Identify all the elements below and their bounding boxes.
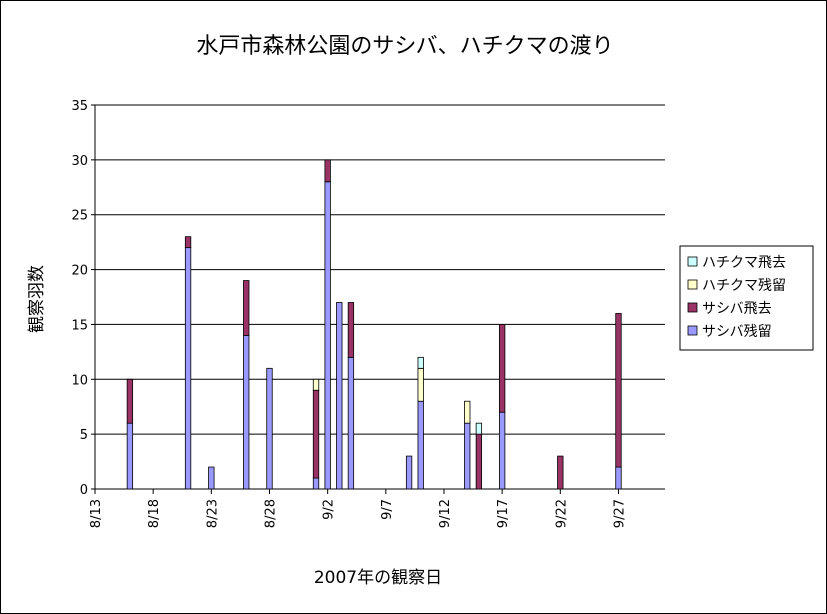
bar-segment [243, 280, 250, 336]
bar-segment [347, 302, 355, 358]
x-tick-label: 8/13 [89, 499, 104, 528]
y-axis-label: 観察羽数 [27, 265, 47, 333]
legend-label: ハチクマ飛去 [702, 255, 786, 271]
plot-background [95, 105, 665, 489]
bar-segment [312, 477, 320, 490]
bar-segment [208, 466, 215, 490]
y-tick-label: 35 [71, 99, 88, 114]
bar-segment [417, 367, 424, 402]
bar-segment [417, 356, 424, 369]
x-tick-label: 8/23 [205, 499, 220, 528]
bar-segment [312, 389, 320, 479]
x-tick-label: 9/17 [496, 499, 511, 528]
legend-label: サシバ飛去 [702, 301, 772, 317]
bar-segment [615, 466, 622, 490]
legend-swatch [687, 256, 698, 267]
bar-segment [464, 400, 471, 424]
bar-segment [336, 302, 343, 490]
bar-segment [405, 455, 413, 490]
bar-segment [266, 367, 273, 490]
chart-title: 水戸市森林公園のサシバ、ハチクマの渡り [196, 34, 613, 59]
bar-segment [312, 378, 320, 391]
legend-swatch [687, 325, 698, 336]
bar-segment [475, 433, 483, 490]
plot-area: 0 5 10 15 20 25 30 35 8/13 8/18 8/23 8/28 9/2 9/7 9/12… [71, 99, 665, 528]
x-tick-label: 9/27 [612, 499, 627, 528]
y-tick-label: 0 [80, 483, 88, 498]
x-tick-label: 9/22 [554, 499, 569, 528]
bar-segment [324, 159, 331, 183]
x-tick-label: 9/7 [380, 499, 395, 520]
x-tick-label: 8/18 [147, 499, 162, 528]
bar-segment [126, 422, 134, 490]
x-tick-label: 9/12 [438, 499, 453, 528]
y-tick-label: 25 [71, 209, 88, 224]
x-tick-label: 9/2 [322, 499, 337, 520]
y-tick-label: 5 [80, 428, 88, 443]
legend-label: ハチクマ残留 [702, 278, 786, 294]
y-tick-label: 30 [71, 154, 88, 169]
y-tick-label: 15 [71, 318, 88, 333]
bar-segment [417, 400, 424, 490]
x-axis-label: 2007年の観察日 [314, 568, 442, 588]
bar-segment [347, 356, 355, 490]
legend-swatch [687, 302, 698, 313]
bar-segment [324, 181, 331, 490]
bar-segment [184, 247, 192, 490]
y-tick-label: 20 [71, 264, 88, 279]
bar-segment [464, 422, 471, 490]
bar-segment [615, 313, 622, 468]
bar-segment [498, 411, 506, 490]
y-tick-label: 10 [71, 373, 88, 388]
bar-segment [184, 236, 192, 249]
legend-box [679, 245, 814, 351]
legend-swatch [687, 279, 698, 290]
bar-segment [557, 455, 564, 490]
bar-segment [475, 422, 483, 435]
bar-segment [126, 378, 134, 424]
x-tick-label: 8/28 [263, 499, 278, 528]
bar-segment [498, 324, 506, 413]
bar-segment [243, 334, 250, 490]
legend-label: サシバ残留 [702, 324, 772, 340]
